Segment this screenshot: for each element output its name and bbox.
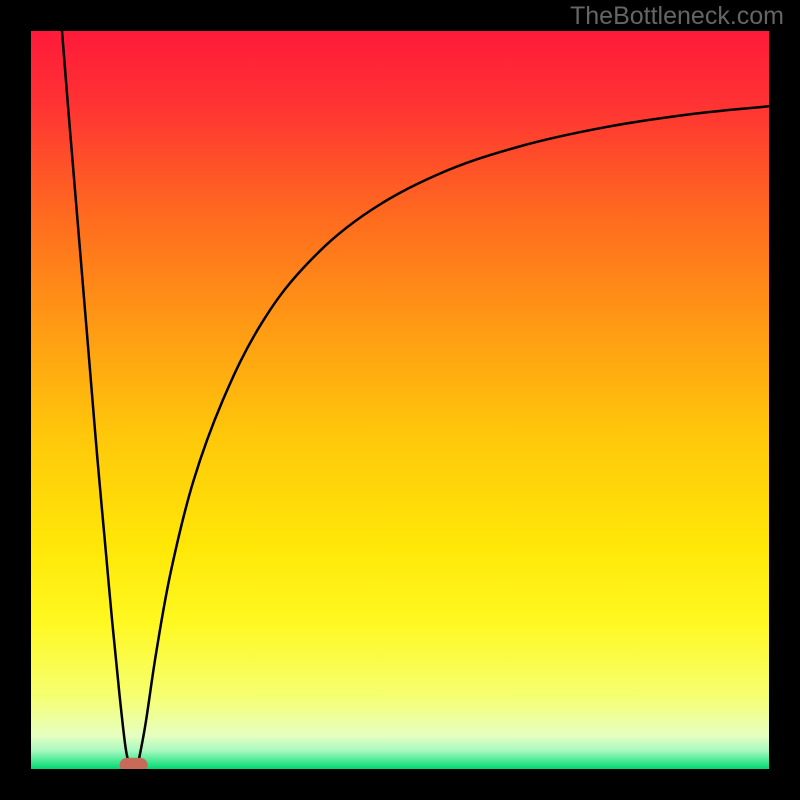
plot-frame bbox=[28, 28, 772, 772]
watermark-text: TheBottleneck.com bbox=[570, 2, 784, 31]
chart-stage: TheBottleneck.com bbox=[0, 0, 800, 800]
